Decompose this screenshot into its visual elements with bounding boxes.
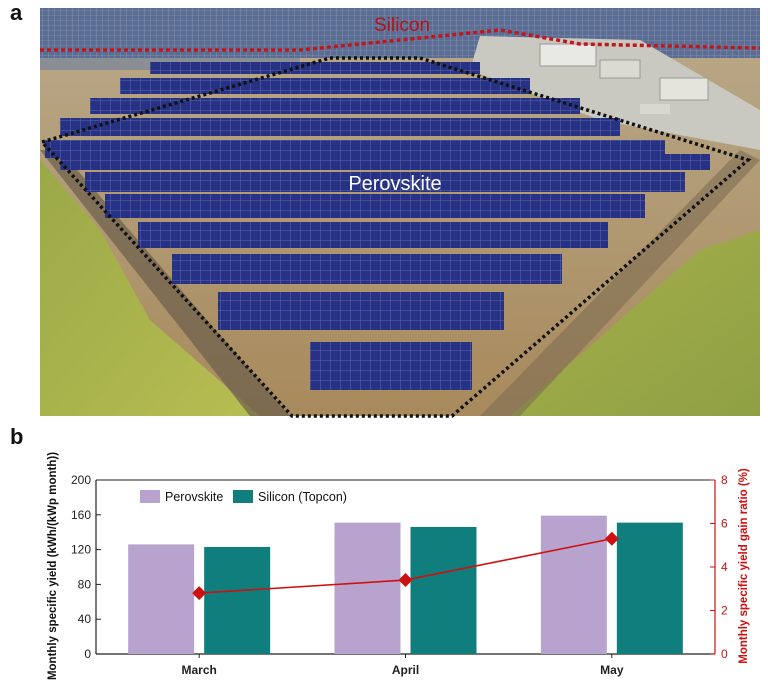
perovskite-array (45, 62, 710, 390)
right-axis-title: Monthly specific yield gain ratio (%) (738, 468, 750, 664)
x-axis: March April May (181, 654, 624, 677)
bars (128, 515, 683, 654)
legend: Perovskite Silicon (Topcon) (140, 490, 347, 504)
bar-perovskite-may (540, 515, 607, 654)
bar-silicon-may (616, 522, 683, 654)
legend-label-silicon: Silicon (Topcon) (258, 490, 347, 504)
gain-ratio-marker-march (192, 586, 207, 601)
left-axis-title: Monthly specific yield (kWh/(kWp month)) (47, 452, 59, 680)
right-tick-label: 0 (721, 647, 728, 661)
left-tick-label: 160 (71, 508, 91, 522)
panel-letter-a: a (10, 0, 23, 25)
left-y-axis: 0 40 80 120 160 200 (71, 473, 101, 661)
legend-swatch-perovskite (140, 490, 160, 503)
right-y-axis: 0 2 4 6 8 (710, 473, 728, 661)
bar-silicon-march (204, 546, 271, 654)
bar-perovskite-april (334, 522, 401, 654)
right-tick-label: 8 (721, 473, 728, 487)
panel-letter-b: b (10, 424, 24, 449)
gain-ratio-marker-may (604, 531, 619, 546)
left-tick-label: 80 (78, 577, 92, 591)
x-tick-label: April (392, 663, 419, 677)
right-tick-label: 6 (721, 517, 728, 531)
gain-ratio-marker-april (398, 573, 413, 588)
silicon-boundary (40, 28, 761, 52)
right-tick-label: 2 (721, 604, 728, 618)
legend-label-perovskite: Perovskite (165, 490, 223, 504)
bar-silicon-april (410, 526, 477, 654)
legend-swatch-silicon (233, 490, 253, 503)
photo-label-silicon: Silicon (374, 15, 430, 36)
photo-label-perovskite: Perovskite (348, 173, 441, 195)
x-tick-label: May (600, 663, 624, 677)
left-tick-label: 200 (71, 473, 91, 487)
left-tick-label: 120 (71, 543, 91, 557)
gain-ratio-line (192, 531, 619, 601)
aerial-photo-solar-farm: Silicon Perovskite (38, 8, 761, 418)
perovskite-boundary (38, 56, 752, 418)
bar-perovskite-march (128, 544, 195, 654)
left-tick-label: 40 (78, 612, 92, 626)
x-tick-label: March (181, 663, 216, 677)
right-tick-label: 4 (721, 560, 728, 574)
left-tick-label: 0 (84, 647, 91, 661)
